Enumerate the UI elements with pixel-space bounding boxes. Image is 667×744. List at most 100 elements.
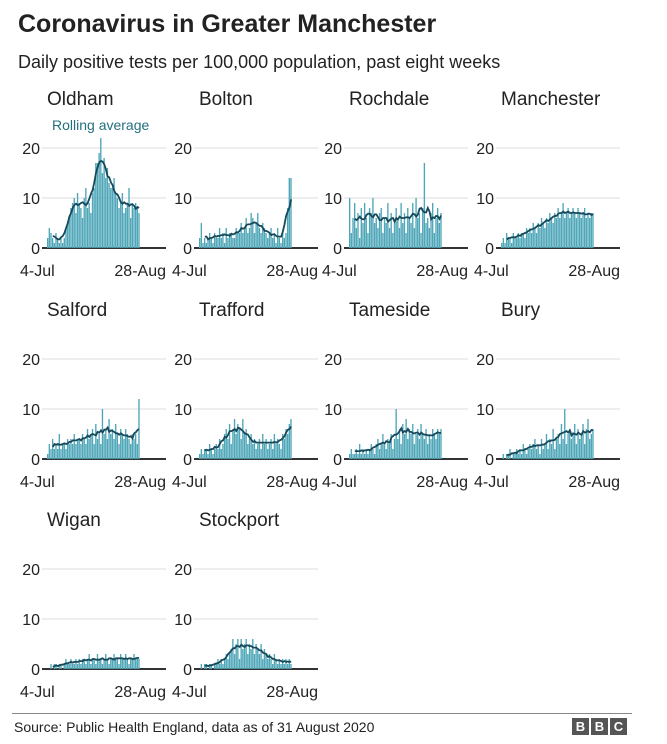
bar xyxy=(208,444,211,459)
bar xyxy=(545,434,548,459)
x-tick-label: 28-Aug xyxy=(266,263,318,280)
bar xyxy=(373,454,376,459)
bar xyxy=(527,233,529,248)
panel-title: Rochdale xyxy=(349,89,429,110)
bar xyxy=(529,228,531,248)
bar xyxy=(413,228,416,248)
panel-manchester: Manchester 0 10 20 4-Jul 28-Aug xyxy=(474,89,620,280)
bar xyxy=(277,439,279,459)
bar xyxy=(263,444,266,459)
bar xyxy=(515,238,518,248)
bar xyxy=(520,233,523,248)
bar xyxy=(235,644,237,669)
bar xyxy=(362,223,364,248)
bar xyxy=(230,233,232,248)
bar xyxy=(65,449,67,459)
bar xyxy=(393,439,396,459)
bar xyxy=(235,434,237,459)
panel-trafford: Trafford 0 10 20 4-Jul 28-Aug xyxy=(172,300,318,491)
bar xyxy=(377,228,379,248)
bar xyxy=(408,218,411,248)
bar xyxy=(514,454,516,459)
bar xyxy=(288,424,290,459)
bar xyxy=(47,238,49,248)
bar xyxy=(225,654,227,669)
x-tick-label: 28-Aug xyxy=(568,263,620,280)
bar xyxy=(101,664,104,669)
bar xyxy=(252,444,254,459)
bar xyxy=(250,213,252,248)
bar xyxy=(48,444,51,459)
bar xyxy=(372,449,374,459)
bar xyxy=(131,659,134,669)
bar xyxy=(86,429,89,459)
bar xyxy=(512,233,514,248)
bar xyxy=(120,654,122,669)
bar xyxy=(540,439,543,459)
bar xyxy=(288,659,290,669)
y-tick-label: 20 xyxy=(22,141,40,158)
bar xyxy=(260,233,262,248)
bar xyxy=(263,228,266,248)
bar xyxy=(532,444,534,459)
bar xyxy=(410,434,412,459)
bar xyxy=(398,429,401,459)
bar xyxy=(115,193,117,248)
bar xyxy=(387,439,389,459)
bar xyxy=(200,223,203,248)
bar xyxy=(353,454,356,459)
bar xyxy=(290,419,292,459)
bar xyxy=(111,659,114,669)
bar xyxy=(66,664,69,669)
bar xyxy=(123,659,125,669)
bar xyxy=(286,434,289,459)
bar xyxy=(567,434,569,459)
bar xyxy=(273,233,276,248)
bar xyxy=(570,213,573,248)
panel-title: Stockport xyxy=(199,510,280,531)
bar xyxy=(262,659,264,669)
bar xyxy=(592,429,594,459)
bar xyxy=(103,434,105,459)
bar xyxy=(355,449,357,459)
bar xyxy=(213,233,216,248)
bar xyxy=(237,639,239,669)
bar xyxy=(75,444,77,459)
bar xyxy=(420,424,422,459)
bar xyxy=(403,434,406,459)
y-tick-label: 10 xyxy=(174,402,192,419)
bar xyxy=(111,429,114,459)
bar xyxy=(260,644,262,669)
bar xyxy=(418,213,421,248)
bar xyxy=(433,434,436,459)
bar xyxy=(208,664,211,669)
bar xyxy=(349,454,351,459)
bar xyxy=(524,238,526,248)
bar xyxy=(136,659,138,669)
bar xyxy=(123,439,125,459)
bar xyxy=(116,434,119,459)
bar xyxy=(227,659,229,669)
rolling-average-line xyxy=(506,210,594,241)
bar xyxy=(357,213,359,248)
bar xyxy=(47,454,49,459)
bar xyxy=(240,223,242,248)
bar xyxy=(90,664,92,669)
bar xyxy=(53,449,55,459)
bar xyxy=(113,654,115,669)
bar xyxy=(68,218,70,248)
bar xyxy=(210,238,212,248)
bar xyxy=(524,449,526,459)
bar xyxy=(588,218,591,248)
bar xyxy=(210,664,212,669)
bar xyxy=(134,659,137,669)
bar xyxy=(245,218,247,248)
bar xyxy=(66,223,69,248)
bar xyxy=(78,659,80,669)
x-tick-label: 4-Jul xyxy=(20,474,55,491)
y-tick-label: 20 xyxy=(22,562,40,579)
bar xyxy=(542,449,544,459)
bar xyxy=(253,654,256,669)
panel-bolton: Bolton 0 10 20 4-Jul 28-Aug xyxy=(172,89,318,280)
bar xyxy=(554,449,556,459)
